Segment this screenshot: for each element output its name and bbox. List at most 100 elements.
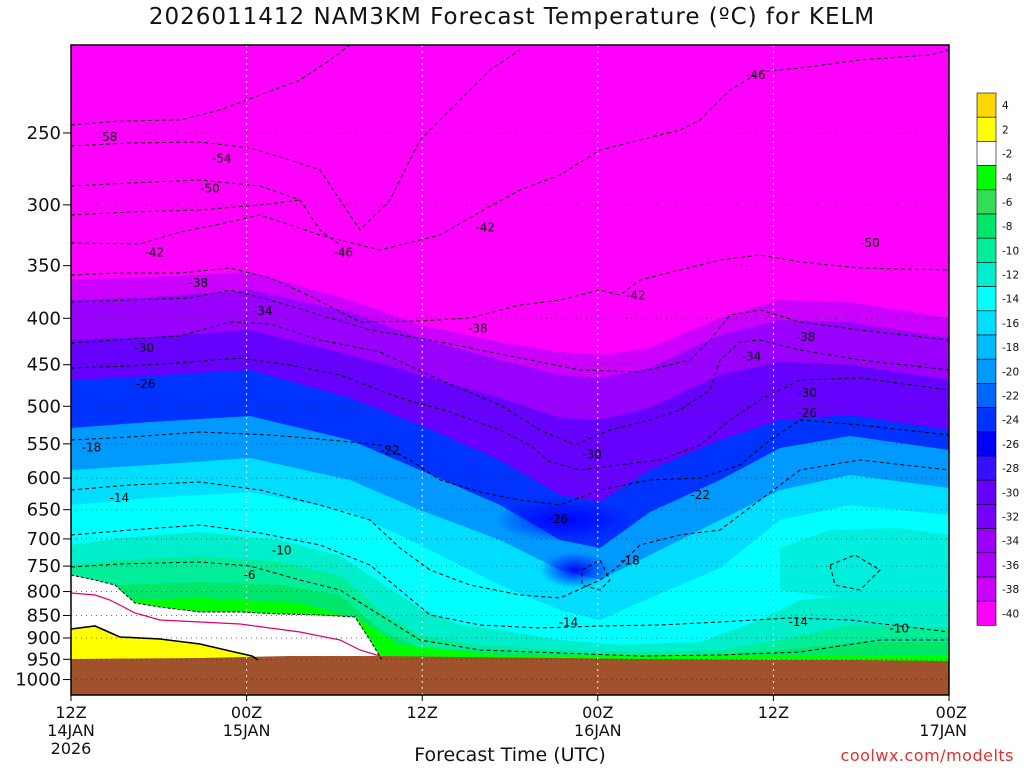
ground-terrain <box>71 656 949 695</box>
colorbar-swatch <box>976 286 997 312</box>
y-axis: 2503003504004505005506006507007508008509… <box>15 123 71 691</box>
isotherm-line <box>71 49 521 231</box>
x-tick-label: 17JAN <box>919 721 967 740</box>
band-minus-12-patch <box>780 528 949 600</box>
colorbar-swatch <box>976 407 997 433</box>
contour-label: -38 <box>796 330 816 344</box>
contour-label: -50 <box>860 236 880 250</box>
isotherm-line <box>71 459 949 599</box>
colorbar-swatch <box>976 310 997 336</box>
colorbar-label: -4 <box>1002 173 1013 185</box>
y-tick-label: 750 <box>27 556 61 577</box>
contour-label: -34 <box>742 349 762 363</box>
colorbar-swatch <box>976 455 997 481</box>
contour-label: -50 <box>200 181 220 195</box>
colorbar-swatch <box>976 262 997 287</box>
colorbar-label: -30 <box>1002 487 1019 499</box>
y-tick-label: 650 <box>27 500 61 521</box>
y-tick-label: 900 <box>27 628 61 649</box>
isotherm-line <box>71 419 949 506</box>
x-tick-label: 00Z <box>936 703 967 722</box>
colorbar-label: 4 <box>1002 100 1009 112</box>
colorbar-label: -10 <box>1002 245 1019 257</box>
x-axis-title: Forecast Time (UTC) <box>414 744 606 766</box>
colorbar-swatch <box>976 237 997 263</box>
contour-labels: -58 -54 -50 -46 -42 -42 -46 -50 -38 -42 -34 -38 -38 -… <box>82 68 909 636</box>
x-tick-label: 12Z <box>407 703 438 722</box>
x-tick-label: 15JAN <box>223 721 271 740</box>
contour-label: -46 <box>333 246 353 260</box>
cold-pool-upper <box>495 498 635 542</box>
colorbar-swatch <box>976 431 997 457</box>
x-tick-label: 16JAN <box>574 721 622 740</box>
colorbar-swatch <box>976 189 997 215</box>
isotherm-line <box>71 524 949 633</box>
y-tick-label: 1000 <box>15 670 61 691</box>
colorbar-label: -20 <box>1002 366 1019 378</box>
contour-label: -14 <box>559 615 579 629</box>
isotherm-line <box>581 559 611 591</box>
freezing-line <box>71 625 259 661</box>
contour-label: -18 <box>82 441 102 455</box>
isotherm-line <box>71 49 949 251</box>
colorbar-label: -26 <box>1002 439 1019 451</box>
contour-label: -38 <box>468 321 488 335</box>
colorbar-label: -12 <box>1002 270 1019 282</box>
colorbar-swatch <box>976 92 997 118</box>
y-tick-label: 350 <box>27 256 61 277</box>
colorbar-label: -28 <box>1002 463 1019 475</box>
colorbar: 4 2 -2 -4 -6 -8 -10 -12 -14 -16 -18 -20 -22 -24 -26 -28… <box>976 92 1019 626</box>
contour-label: -26 <box>136 377 156 391</box>
colorbar-label: -6 <box>1002 197 1013 209</box>
colorbar-swatch <box>976 528 997 554</box>
contour-label: -30 <box>797 386 817 400</box>
colorbar-swatch <box>976 141 997 166</box>
x-tick-label: 00Z <box>582 703 613 722</box>
colorbar-label: -40 <box>1002 608 1019 620</box>
isotherm-line <box>829 554 881 591</box>
y-tick-label: 550 <box>27 434 61 455</box>
colorbar-swatch <box>976 576 997 602</box>
y-tick-label: 450 <box>27 355 61 376</box>
isotherm-line <box>71 179 341 246</box>
x-tick-label: 12Z <box>758 703 789 722</box>
site-credit: coolwx.com/modelts <box>840 746 1014 765</box>
contour-label: -26 <box>797 406 817 420</box>
colorbar-swatch <box>976 213 997 239</box>
contour-label: -42 <box>626 288 646 302</box>
contour-label: -22 <box>380 443 400 457</box>
contour-label: -42 <box>145 246 165 260</box>
y-tick-label: 800 <box>27 582 61 603</box>
x-tick-label: 00Z <box>231 703 262 722</box>
contour-label: -26 <box>548 512 568 526</box>
chart-title: 2026011412 NAM3KM Forecast Temperature (… <box>148 4 876 30</box>
plot-frame <box>70 44 950 696</box>
x-tick-label: 14JAN <box>47 721 95 740</box>
contour-label: -6 <box>244 568 256 582</box>
grid-lines <box>71 45 949 695</box>
contour-label: -10 <box>272 544 292 558</box>
cold-pool-lower <box>540 552 610 588</box>
colorbar-swatch <box>976 552 997 578</box>
colorbar-swatch <box>976 116 997 142</box>
colorbar-label: -22 <box>1002 391 1019 403</box>
y-tick-label: 850 <box>27 605 61 626</box>
isotherm-line <box>71 45 351 126</box>
x-tick-label: 2026 <box>51 739 92 758</box>
x-tick-label: 12Z <box>55 703 86 722</box>
y-tick-label: 300 <box>27 195 61 216</box>
colorbar-swatch <box>976 479 997 505</box>
colorbar-label: -32 <box>1002 512 1019 524</box>
colorbar-label: -36 <box>1002 560 1019 572</box>
colorbar-label: -18 <box>1002 342 1019 354</box>
colorbar-label: -16 <box>1002 318 1019 330</box>
colorbar-swatch <box>976 165 997 191</box>
contour-label: -34 <box>253 304 273 318</box>
contour-label: -30 <box>134 341 154 355</box>
contour-label: -14 <box>788 615 808 629</box>
y-tick-label: 700 <box>27 529 61 550</box>
contour-label: -46 <box>746 68 766 82</box>
contour-label: -10 <box>889 622 909 636</box>
colorbar-label: -2 <box>1002 149 1012 161</box>
